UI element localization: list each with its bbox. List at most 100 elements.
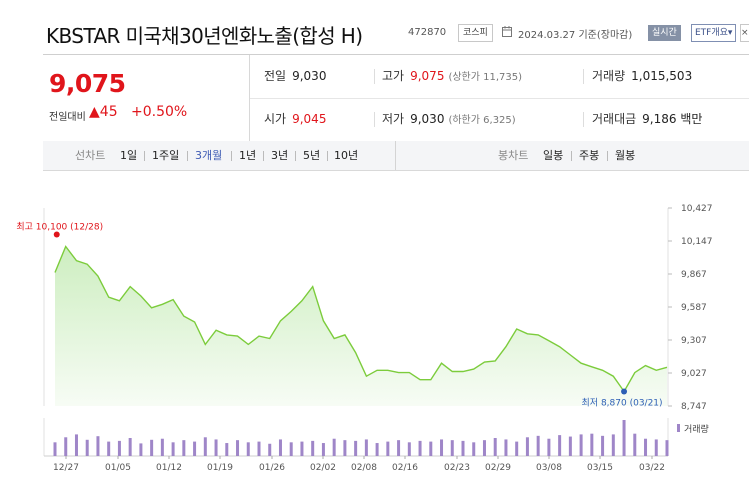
volume-bar: [214, 439, 218, 456]
realtime-button[interactable]: 실시간: [648, 25, 681, 41]
line-chart-label: 선차트: [75, 149, 106, 162]
candle-chart-label: 봉차트: [498, 149, 529, 162]
volume-bar: [128, 438, 132, 456]
min-label: 최저 8,870 (03/21): [582, 398, 663, 409]
current-price: 9,075: [49, 69, 126, 98]
period-1y[interactable]: 1년: [239, 149, 257, 162]
volume-bar: [493, 438, 497, 456]
quote-row-1: 전일 9,030 고가 9,075 (상한가 11,735) 거래량 1,015,503: [250, 55, 749, 99]
x-tick-label: 02/23: [444, 463, 470, 473]
volume-bar: [64, 437, 68, 456]
high-price: 고가 9,075 (상한가 11,735): [382, 69, 523, 83]
change-label: 전일대비: [49, 112, 86, 123]
etf-title: KBSTAR 미국채30년엔화노출(합성 H): [46, 24, 363, 48]
y-tick-label: 8,747: [681, 402, 707, 412]
quote-date: 2024.03.27 기준(장마감): [518, 30, 633, 41]
change-value: ▲45: [89, 104, 118, 120]
price-line: [54, 245, 668, 393]
volume-bar: [225, 443, 229, 456]
x-tick-label: 02/02: [310, 463, 336, 473]
price-box: 9,075 전일대비 ▲45 +0.50%: [43, 55, 250, 141]
volume-bar: [472, 442, 476, 456]
quote-row-2: 시가 9,045 저가 9,030 (하한가 6,325) 거래대금 9,186 백만: [250, 98, 749, 141]
volume-bar: [558, 435, 562, 456]
volume-bar: [461, 440, 465, 456]
prev-close: 전일 9,030: [264, 69, 327, 83]
volume-bar: [343, 440, 347, 456]
volume-bar: [504, 439, 508, 456]
volume-bar: [654, 439, 658, 456]
volume-bar: [257, 441, 261, 456]
period-5y[interactable]: 5년: [303, 149, 321, 162]
max-label: 최고 10,100 (12/28): [16, 222, 103, 233]
volume-bar: [171, 442, 175, 456]
y-tick-label: 9,027: [681, 369, 707, 379]
x-tick-label: 01/26: [259, 463, 285, 473]
period-3y[interactable]: 3년: [271, 149, 289, 162]
low-price: 저가 9,030 (하한가 6,325): [382, 112, 516, 126]
candle-monthly[interactable]: 월봉: [615, 149, 636, 162]
x-tick-label: 03/08: [536, 463, 562, 473]
volume-bar: [515, 441, 519, 456]
volume-bar: [568, 436, 572, 456]
price-chart: 10,427 10,147 9,867 9,587 9,307 9,027 8,747 최고…: [16, 204, 713, 473]
quote-summary: 9,075 전일대비 ▲45 +0.50% 전일 9,030 고가 9,075 (상한…: [43, 54, 749, 142]
volume-bar: [665, 440, 669, 456]
volume-bar: [386, 441, 390, 456]
volume-bar: [96, 436, 100, 456]
up-arrow-icon: ▲: [89, 104, 100, 120]
volume-bar: [311, 440, 315, 456]
x-tick-label: 01/19: [207, 463, 233, 473]
y-tick-label: 9,587: [681, 303, 707, 313]
volume-bar: [482, 440, 486, 456]
volume-bar: [407, 442, 411, 456]
volume-bar: [107, 441, 111, 456]
volume-bar: [278, 439, 282, 456]
market-badge: 코스피: [458, 24, 493, 42]
period-10y[interactable]: 10년: [334, 149, 359, 162]
y-tick-label: 10,427: [681, 204, 713, 214]
volume-bar: [203, 437, 207, 456]
volume-bar: [622, 420, 626, 456]
volume-bar: [418, 440, 422, 456]
x-tick-label: 02/29: [485, 463, 511, 473]
volume-bar: [85, 439, 89, 456]
volume: 거래량 1,015,503: [592, 69, 693, 83]
volume-bar: [53, 442, 57, 456]
period-1d[interactable]: 1일: [120, 149, 138, 162]
volume-bar: [150, 439, 154, 456]
volume-bar: [579, 434, 583, 456]
etf-overview-button[interactable]: ETF개요▾: [691, 24, 737, 42]
x-tick-label: 01/05: [105, 463, 131, 473]
period-3m[interactable]: 3개월: [195, 149, 223, 162]
x-tick-label: 01/12: [156, 463, 182, 473]
volume-bar: [429, 441, 433, 456]
calendar-icon: [502, 26, 512, 37]
volume-bar: [139, 443, 143, 456]
y-tick-label: 9,867: [681, 270, 707, 280]
change-percent: +0.50%: [131, 104, 188, 120]
volume-bar: [590, 433, 594, 456]
volume-bar: [268, 443, 272, 456]
volume-bar: [74, 434, 78, 456]
volume-bar: [117, 440, 121, 456]
volume-bar: [601, 435, 605, 456]
stock-code: 472870: [408, 27, 447, 38]
period-1w[interactable]: 1주일: [152, 149, 180, 162]
header: KBSTAR 미국채30년엔화노출(합성 H) 472870 코스피 2024.…: [0, 0, 749, 50]
close-icon[interactable]: ×: [740, 24, 749, 42]
x-tick-label: 03/22: [639, 463, 665, 473]
x-tick-label: 02/08: [351, 463, 377, 473]
volume-bar: [633, 433, 637, 456]
volume-bar: [525, 437, 529, 456]
y-tick-label: 9,307: [681, 336, 707, 346]
candle-weekly[interactable]: 주봉: [579, 149, 600, 162]
volume-bar: [236, 440, 240, 456]
volume-bar: [440, 439, 444, 456]
candle-daily[interactable]: 일봉: [543, 149, 564, 162]
open-price: 시가 9,045: [264, 112, 327, 126]
max-point: [53, 231, 60, 238]
trading-amount: 거래대금 9,186 백만: [592, 112, 703, 126]
volume-bar: [375, 443, 379, 456]
volume-bar: [547, 438, 551, 456]
